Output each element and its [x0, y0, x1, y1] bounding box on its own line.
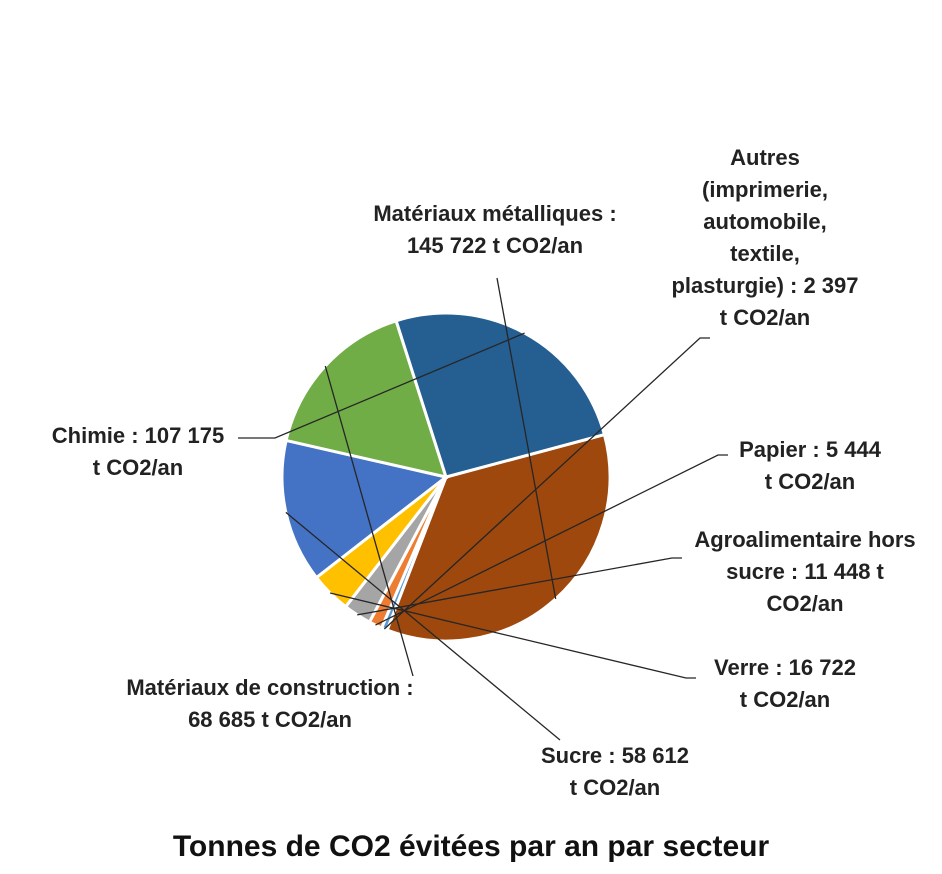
data-label-line: Matériaux de construction : [126, 675, 414, 700]
data-label-line: sucre : 11 448 t [726, 559, 884, 584]
data-label-autres: Autres (imprimerie, automobile, textile, pla… [640, 142, 890, 334]
leader-line [285, 511, 561, 741]
leader-line [238, 332, 525, 439]
data-label-line: t CO2/an [719, 305, 811, 330]
data-label-line: t CO2/an [764, 469, 856, 494]
leader-line [357, 557, 682, 616]
data-label-line: t CO2/an [569, 775, 661, 800]
data-label-sucre: Sucre : 58 612 t CO2/an [520, 740, 710, 804]
data-label-chimie: Chimie : 107 175 t CO2/an [28, 420, 248, 484]
data-label-line: t CO2/an [92, 455, 184, 480]
chart-title: Tonnes de CO2 évitées par an par secteur [172, 830, 770, 863]
leader-lines [238, 277, 728, 741]
data-label-papier: Papier : 5 444 t CO2/an [710, 434, 910, 498]
data-label-line: Papier : 5 444 [739, 437, 881, 462]
leader-line [383, 337, 710, 630]
leader-line [496, 277, 557, 600]
data-label-line: Sucre : 58 612 [541, 743, 689, 768]
data-label-line: plasturgie) : 2 397 [671, 273, 859, 298]
data-label-materiaux-metalliques: Matériaux métalliques : 145 722 t CO2/an [340, 198, 650, 262]
data-label-line: Matériaux métalliques : [373, 201, 617, 226]
data-label-line: 68 685 t CO2/an [188, 707, 352, 732]
pie-slices [280, 311, 612, 643]
data-label-line: automobile, [703, 209, 827, 234]
data-label-verre: Verre : 16 722 t CO2/an [690, 652, 880, 716]
data-label-line: Agroalimentaire hors [694, 527, 916, 552]
data-label-line: (imprimerie, [702, 177, 828, 202]
data-label-materiaux-construction: Matériaux de construction : 68 685 t CO2/… [95, 672, 445, 736]
pie-slice-mat-riaux-de-construction [284, 318, 449, 480]
data-label-line: t CO2/an [739, 687, 831, 712]
data-label-agroalimentaire: Agroalimentaire hors sucre : 11 448 t CO2/… [668, 524, 942, 620]
data-label-line: Chimie : 107 175 [51, 423, 225, 448]
data-label-line: CO2/an [766, 591, 844, 616]
data-label-line: Verre : 16 722 [714, 655, 856, 680]
leader-line [375, 454, 728, 626]
data-label-line: 145 722 t CO2/an [406, 233, 584, 258]
leader-line [324, 365, 414, 677]
leader-line [329, 592, 696, 679]
data-label-line: Autres [730, 145, 800, 170]
data-label-line: textile, [730, 241, 800, 266]
